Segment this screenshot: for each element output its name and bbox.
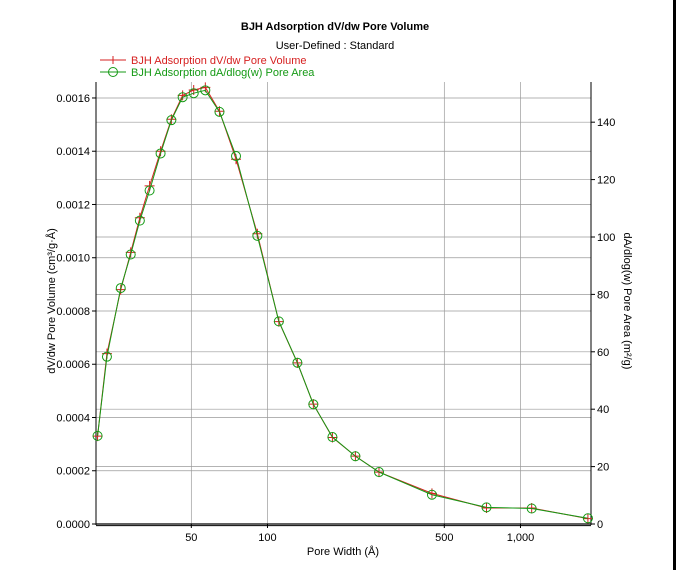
volume-point-23 bbox=[582, 513, 593, 524]
chart-subtitle: User-Defined : Standard bbox=[276, 40, 395, 52]
right-edge-bar bbox=[673, 0, 676, 570]
y-left-tick-label-4: 0.0008 bbox=[56, 306, 90, 318]
area-point-19 bbox=[373, 467, 384, 478]
legend: BJH Adsorption dV/dw Pore Volume BJH Ads… bbox=[100, 55, 315, 79]
area-point-8 bbox=[177, 92, 188, 103]
y-left-tick-label-5: 0.0010 bbox=[56, 253, 90, 265]
legend-volume-label: BJH Adsorption dV/dw Pore Volume bbox=[131, 55, 306, 67]
y-right-tick-label-3: 60 bbox=[597, 347, 609, 359]
area-point-1 bbox=[101, 351, 112, 362]
y-left-axis-label: dV/dw Pore Volume (cm³/g·Å) bbox=[45, 228, 58, 374]
grid bbox=[96, 82, 591, 524]
y-left-tick-label-3: 0.0006 bbox=[56, 359, 90, 371]
area-point-7 bbox=[166, 115, 177, 126]
area-point-4 bbox=[134, 215, 145, 226]
series-line-volume bbox=[97, 86, 589, 520]
area-point-18 bbox=[350, 451, 361, 462]
y-left-tick-label-7: 0.0014 bbox=[56, 146, 90, 158]
area-point-10 bbox=[200, 85, 211, 96]
area-point-9 bbox=[188, 88, 199, 99]
y-left-tick-label-2: 0.0004 bbox=[56, 412, 90, 424]
area-point-12 bbox=[231, 151, 242, 162]
y-right-tick-label-1: 20 bbox=[597, 462, 609, 474]
axes bbox=[92, 82, 595, 528]
y-left-tick-label-6: 0.0012 bbox=[56, 199, 90, 211]
x-axis-label: Pore Width (Å) bbox=[307, 545, 379, 558]
y-right-tick-label-0: 0 bbox=[597, 519, 603, 531]
y-right-tick-label-5: 100 bbox=[597, 232, 615, 244]
series-line-area bbox=[97, 89, 588, 519]
y-right-axis-label: dA/dlog(w) Pore Area (m²/g) bbox=[621, 233, 633, 370]
y-right-tick-label-2: 40 bbox=[597, 404, 609, 416]
area-point-15 bbox=[292, 357, 303, 368]
chart-title: BJH Adsorption dV/dw Pore Volume bbox=[241, 21, 429, 33]
volume-point-8 bbox=[177, 90, 188, 101]
y-right-tick-label-6: 120 bbox=[597, 175, 615, 187]
area-point-11 bbox=[214, 106, 225, 117]
y-left-tick-label-0: 0.0000 bbox=[56, 519, 90, 531]
y-left-tick-label-8: 0.0016 bbox=[56, 93, 90, 105]
series-layer bbox=[92, 82, 593, 524]
legend-item-area: BJH Adsorption dA/dlog(w) Pore Area bbox=[100, 67, 315, 79]
x-tick-label-0: 50 bbox=[185, 532, 197, 544]
area-point-13 bbox=[252, 230, 263, 241]
legend-area-label: BJH Adsorption dA/dlog(w) Pore Area bbox=[131, 67, 315, 79]
area-point-17 bbox=[327, 432, 338, 443]
area-point-6 bbox=[155, 148, 166, 159]
x-tick-label-2: 500 bbox=[435, 532, 453, 544]
y-left-tick-label-1: 0.0002 bbox=[56, 466, 90, 478]
legend-volume-marker bbox=[109, 56, 117, 64]
area-point-5 bbox=[144, 185, 155, 196]
y-right-tick-label-7: 140 bbox=[597, 117, 615, 129]
area-point-22 bbox=[526, 503, 537, 514]
y-right-tick-label-4: 80 bbox=[597, 289, 609, 301]
area-point-2 bbox=[115, 283, 126, 294]
area-point-0 bbox=[92, 430, 103, 441]
area-point-21 bbox=[481, 502, 492, 513]
x-tick-label-3: 1,000 bbox=[507, 532, 535, 544]
x-tick-label-1: 100 bbox=[258, 532, 276, 544]
tick-labels: 0.0000 0.0002 0.0004 0.0006 0.0008 0.0010 0.00… bbox=[56, 93, 615, 544]
area-point-20 bbox=[426, 489, 437, 500]
area-point-14 bbox=[273, 316, 284, 327]
legend-item-volume: BJH Adsorption dV/dw Pore Volume bbox=[100, 55, 306, 67]
legend-area-marker bbox=[108, 67, 118, 77]
area-point-16 bbox=[308, 399, 319, 410]
area-point-3 bbox=[125, 249, 136, 260]
area-point-23 bbox=[582, 513, 593, 524]
